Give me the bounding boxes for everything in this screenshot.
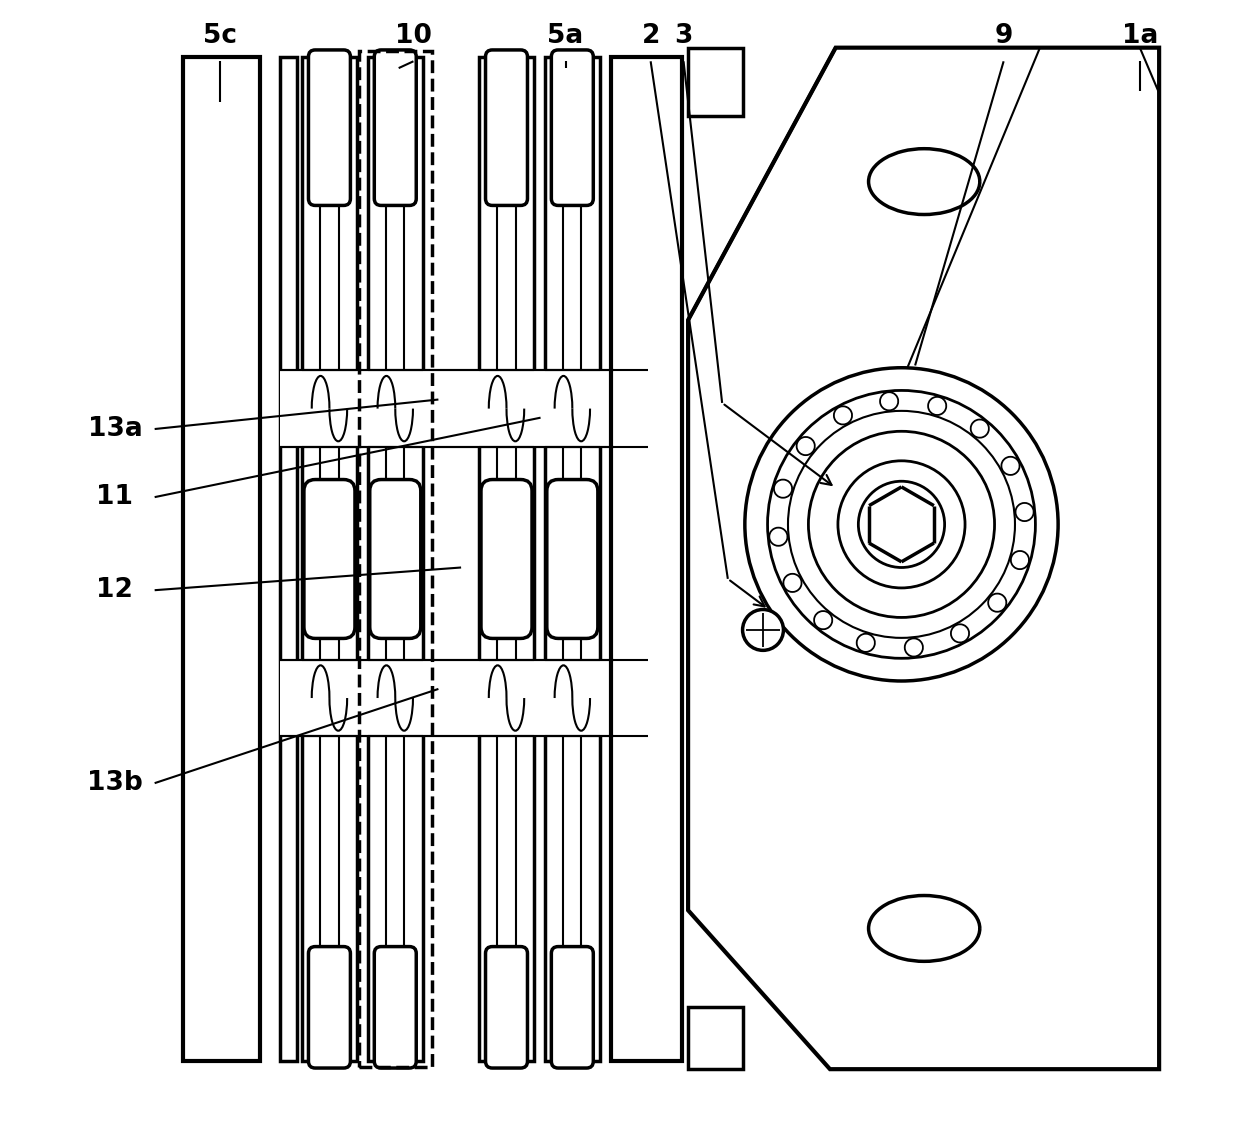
Text: 9: 9 <box>994 24 1013 49</box>
Text: 12: 12 <box>97 578 134 603</box>
FancyBboxPatch shape <box>552 50 593 205</box>
Circle shape <box>858 481 945 568</box>
Bar <box>688 48 743 116</box>
Bar <box>368 659 423 737</box>
Bar <box>320 197 339 955</box>
Text: 1a: 1a <box>1122 24 1158 49</box>
Bar <box>279 370 614 447</box>
Circle shape <box>743 609 784 650</box>
Bar <box>479 370 533 447</box>
FancyBboxPatch shape <box>486 947 527 1068</box>
Text: 5c: 5c <box>203 24 238 49</box>
Circle shape <box>838 461 965 588</box>
FancyBboxPatch shape <box>552 947 593 1068</box>
FancyBboxPatch shape <box>374 50 417 205</box>
FancyBboxPatch shape <box>309 50 351 205</box>
Polygon shape <box>688 48 1159 1069</box>
Bar <box>546 659 600 737</box>
Text: 13b: 13b <box>87 771 143 796</box>
Bar <box>611 57 682 1061</box>
Bar <box>279 57 296 1061</box>
Circle shape <box>808 431 994 617</box>
Text: 5a: 5a <box>547 24 584 49</box>
FancyBboxPatch shape <box>481 480 532 638</box>
FancyBboxPatch shape <box>374 947 417 1068</box>
Bar <box>563 197 582 955</box>
Bar <box>479 57 533 1061</box>
Bar <box>358 51 432 1067</box>
Bar <box>386 197 404 955</box>
Bar <box>303 370 357 447</box>
Text: 3: 3 <box>675 24 693 49</box>
Bar <box>279 659 614 737</box>
FancyBboxPatch shape <box>309 947 351 1068</box>
Bar <box>303 57 357 1061</box>
Text: 13a: 13a <box>88 417 143 442</box>
Bar <box>303 659 357 737</box>
FancyBboxPatch shape <box>486 50 527 205</box>
FancyBboxPatch shape <box>370 480 420 638</box>
Bar <box>368 370 423 447</box>
Text: 10: 10 <box>396 24 432 49</box>
Circle shape <box>787 411 1016 638</box>
Text: 2: 2 <box>641 24 660 49</box>
Bar <box>546 370 600 447</box>
Circle shape <box>745 368 1058 681</box>
FancyBboxPatch shape <box>547 480 598 638</box>
Bar <box>688 1007 743 1069</box>
Text: 11: 11 <box>97 485 134 510</box>
Bar <box>497 197 516 955</box>
FancyBboxPatch shape <box>304 480 355 638</box>
Bar <box>479 659 533 737</box>
Bar <box>368 57 423 1061</box>
Circle shape <box>768 390 1035 658</box>
Bar <box>546 57 600 1061</box>
Bar <box>184 57 260 1061</box>
